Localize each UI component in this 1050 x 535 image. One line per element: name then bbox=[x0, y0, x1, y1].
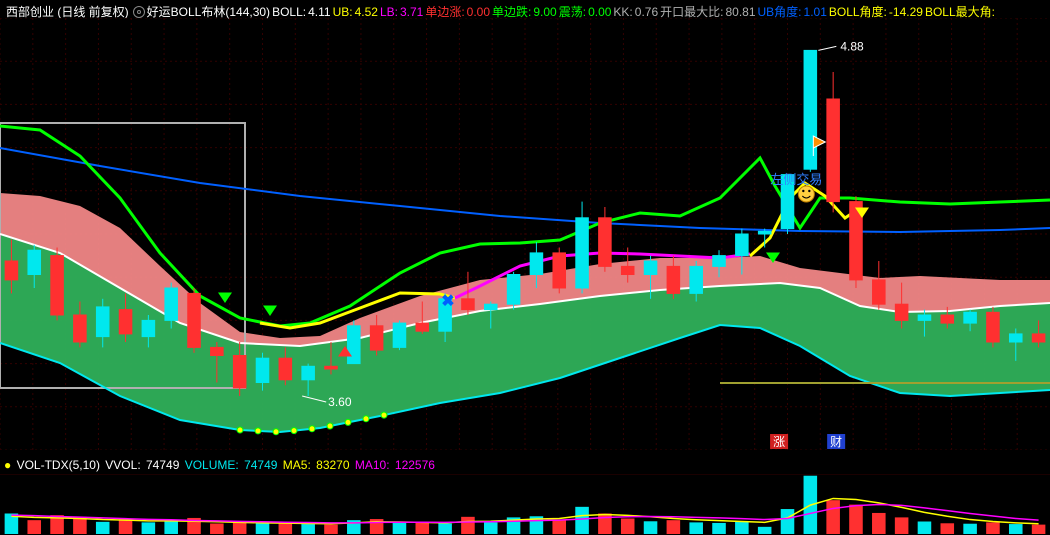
boll-label: BOLL: bbox=[272, 5, 306, 19]
lb-value: 3.71 bbox=[400, 5, 423, 19]
ma10-label: MA10: bbox=[355, 458, 390, 472]
volume-chart[interactable]: ● VOL-TDX(5,10) VVOL: 74749 VOLUME: 7474… bbox=[0, 456, 1050, 534]
svg-text:4.88: 4.88 bbox=[840, 39, 864, 53]
ma5-value: 83270 bbox=[316, 458, 349, 472]
volume-value: 74749 bbox=[244, 458, 277, 472]
vvol-value: 74749 bbox=[146, 458, 179, 472]
up-value: 0.00 bbox=[467, 5, 490, 19]
volume-label: VOLUME: bbox=[185, 458, 239, 472]
kk-label: KK: bbox=[613, 5, 632, 19]
svg-text:财: 财 bbox=[830, 435, 842, 449]
main-chart[interactable]: ✖ 4.88 3.60 左侧交易涨 财 bbox=[0, 18, 1050, 450]
volume-header: ● VOL-TDX(5,10) VVOL: 74749 VOLUME: 7474… bbox=[0, 456, 1050, 474]
ub-label: UB: bbox=[333, 5, 353, 19]
gear-icon[interactable] bbox=[133, 6, 145, 18]
ratio-value: 80.81 bbox=[725, 5, 755, 19]
svg-text:3.60: 3.60 bbox=[328, 395, 352, 409]
svg-text:涨: 涨 bbox=[773, 434, 785, 449]
svg-text:左侧交易: 左侧交易 bbox=[770, 172, 822, 187]
kk-value: 0.76 bbox=[635, 5, 658, 19]
vvol-label: VVOL: bbox=[105, 458, 140, 472]
lb-label: LB: bbox=[380, 5, 398, 19]
down-value: 9.00 bbox=[533, 5, 556, 19]
ma5-label: MA5: bbox=[283, 458, 311, 472]
vol-name: VOL-TDX(5,10) bbox=[17, 458, 100, 472]
svg-text:✖: ✖ bbox=[441, 293, 454, 310]
ub-angle-value: 1.01 bbox=[804, 5, 827, 19]
boll-angle-value: -14.29 bbox=[889, 5, 923, 19]
boll-value: 4.11 bbox=[308, 5, 330, 19]
osc-value: 0.00 bbox=[588, 5, 611, 19]
ma10-value: 122576 bbox=[395, 458, 435, 472]
ub-value: 4.52 bbox=[355, 5, 378, 19]
bullet-icon: ● bbox=[4, 458, 11, 472]
